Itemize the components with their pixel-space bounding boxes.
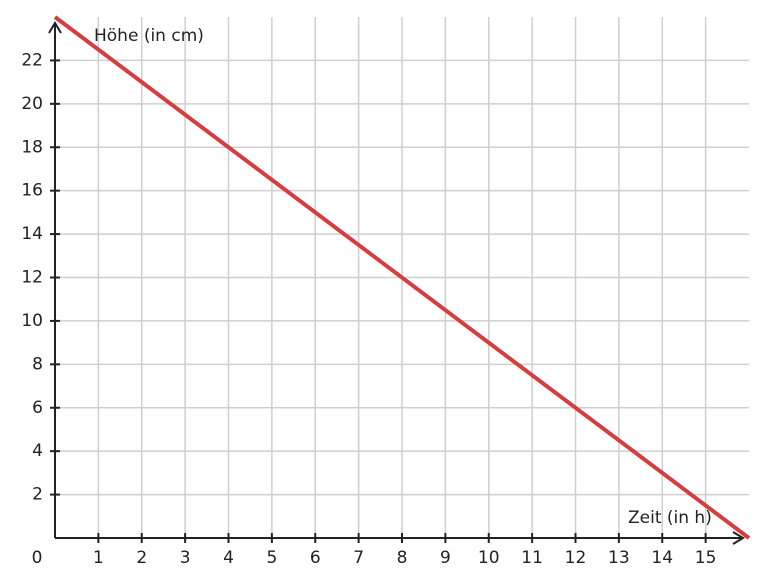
y-tick-label: 22 — [21, 50, 43, 70]
y-tick-label: 2 — [32, 485, 43, 505]
x-tick-label: 10 — [478, 548, 500, 568]
x-tick-label: 14 — [651, 548, 673, 568]
x-tick-label: 3 — [180, 548, 191, 568]
y-tick-label: 16 — [21, 181, 43, 201]
x-tick-label: 5 — [266, 548, 277, 568]
y-tick-label: 8 — [32, 354, 43, 374]
x-axis-arrow — [732, 531, 745, 545]
data-line — [53, 15, 751, 540]
y-tick-label: 4 — [32, 441, 43, 461]
x-tick-label: 6 — [310, 548, 321, 568]
x-tick-label: 15 — [695, 548, 717, 568]
x-axis-label: Zeit (in h) — [628, 508, 712, 528]
x-tick-label: 2 — [136, 548, 147, 568]
x-tick-label: 13 — [608, 548, 630, 568]
x-tick-label: 9 — [440, 548, 451, 568]
x-tick-label: 12 — [565, 548, 587, 568]
y-tick-label: 10 — [21, 311, 43, 331]
y-tick-label: 12 — [21, 268, 43, 288]
x-tick-label: 11 — [521, 548, 543, 568]
y-tick-label: 18 — [21, 137, 43, 157]
x-tick-label: 8 — [397, 548, 408, 568]
y-tick-label: 20 — [21, 94, 43, 114]
origin-label: 0 — [32, 548, 43, 568]
x-tick-label: 7 — [353, 548, 364, 568]
y-tick-label: 14 — [21, 224, 43, 244]
x-tick-label: 4 — [223, 548, 234, 568]
y-axis-arrow — [48, 21, 62, 34]
y-axis-label: Höhe (in cm) — [94, 26, 204, 46]
x-tick-label: 1 — [93, 548, 104, 568]
y-tick-label: 6 — [32, 398, 43, 418]
